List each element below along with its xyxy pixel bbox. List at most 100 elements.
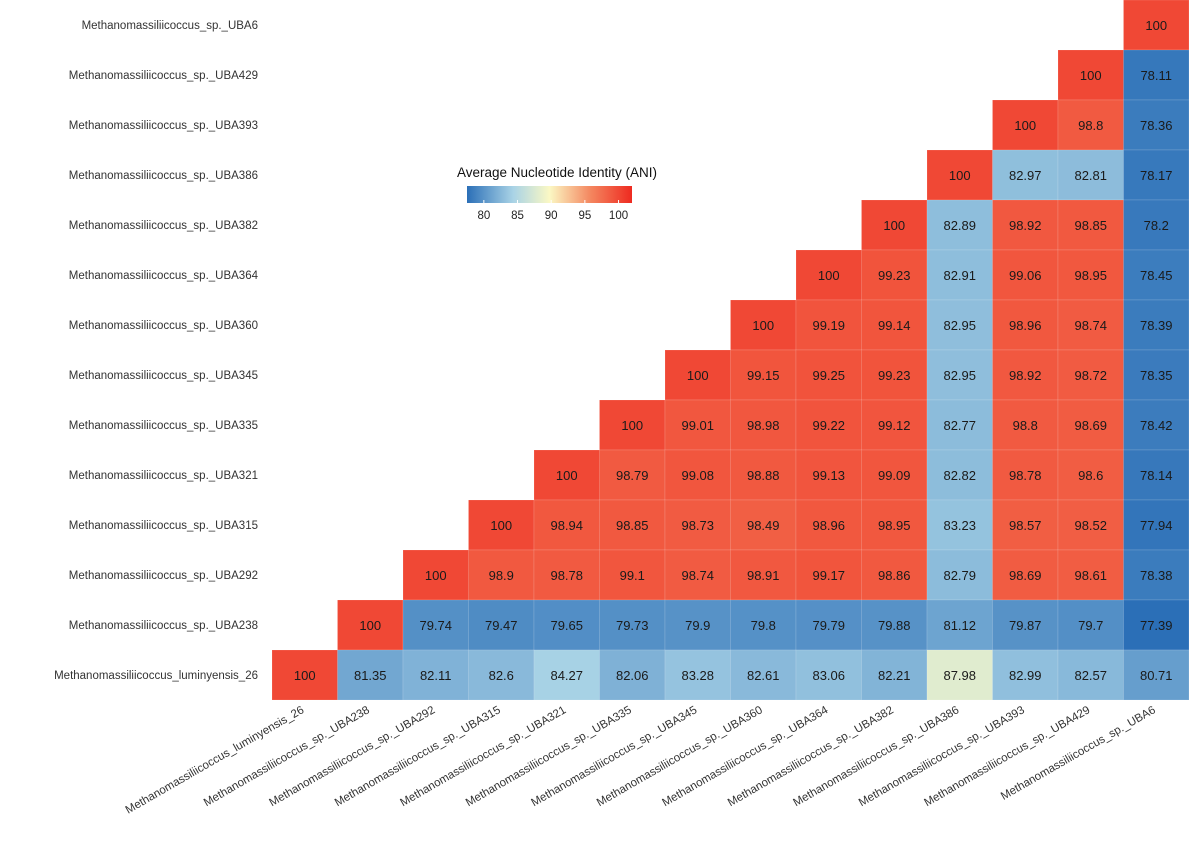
cell-value-label: 82.95 (943, 368, 976, 383)
legend-tick-label: 80 (477, 210, 490, 222)
cell-value-label: 98.74 (681, 568, 714, 583)
heatmap-cell (1123, 649, 1190, 701)
cell-value-label: 99.23 (878, 268, 911, 283)
cell-value-label: 98.98 (747, 418, 780, 433)
cell-value-label: 100 (752, 318, 774, 333)
cell-value-label: 100 (425, 568, 447, 583)
heatmap-cell (992, 499, 1059, 551)
cell-value-label: 98.91 (747, 568, 780, 583)
heatmap-cell (926, 599, 993, 651)
heatmap-cell (402, 549, 469, 601)
cell-value-label: 100 (1145, 18, 1167, 33)
heatmap-cell (926, 299, 993, 351)
heatmap-cell (992, 599, 1059, 651)
heatmap-cell (337, 649, 404, 701)
heatmap-cell (926, 449, 993, 501)
row-label: Methanomassiliicoccus_sp._UBA393 (69, 120, 258, 132)
cell-value-label: 78.2 (1144, 218, 1169, 233)
cell-value-label: 82.95 (943, 318, 976, 333)
heatmap-cell (1057, 349, 1124, 401)
heatmap-cell (1057, 449, 1124, 501)
heatmap-cell (795, 399, 862, 451)
row-label: Methanomassiliicoccus_sp._UBA335 (69, 420, 258, 432)
heatmap-cell (664, 449, 731, 501)
cell-value-label: 99.12 (878, 418, 911, 433)
heatmap-cell (468, 649, 535, 701)
heatmap-cell (861, 499, 928, 551)
heatmap-cell (992, 149, 1059, 201)
cell-value-label: 82.81 (1074, 168, 1107, 183)
color-legend: Average Nucleotide Identity (ANI) 80 85 90… (457, 165, 657, 222)
heatmap-cell (1057, 399, 1124, 451)
heatmap-cell (861, 649, 928, 701)
cell-value-label: 81.35 (354, 668, 387, 683)
heatmap-cell (795, 549, 862, 601)
cell-value-label: 100 (556, 468, 578, 483)
row-label: Methanomassiliicoccus_sp._UBA6 (82, 20, 258, 32)
cell-value-label: 79.47 (485, 618, 518, 633)
cell-value-label: 99.15 (747, 368, 780, 383)
cell-value-label: 83.23 (943, 518, 976, 533)
row-label: Methanomassiliicoccus_sp._UBA360 (69, 320, 258, 332)
heatmap-cell (861, 299, 928, 351)
row-label: Methanomassiliicoccus_sp._UBA382 (69, 220, 258, 232)
heatmap-cell (599, 499, 666, 551)
cell-value-label: 98.92 (1009, 368, 1042, 383)
cell-value-label: 98.73 (681, 518, 714, 533)
heatmap-cell (1123, 599, 1190, 651)
heatmap-cell (1123, 349, 1190, 401)
row-label: Methanomassiliicoccus_sp._UBA315 (69, 520, 258, 532)
cell-value-label: 82.57 (1074, 668, 1107, 683)
heatmap-cell (730, 499, 797, 551)
heatmap-cell (1123, 399, 1190, 451)
row-label: Methanomassiliicoccus_luminyensis_26 (54, 670, 258, 682)
heatmap-cell (533, 649, 600, 701)
cell-value-label: 98.52 (1074, 518, 1107, 533)
cell-value-label: 100 (1014, 118, 1036, 133)
cell-value-label: 98.79 (616, 468, 649, 483)
heatmap-cell (861, 399, 928, 451)
heatmap-cell (533, 549, 600, 601)
heatmap-cell (795, 599, 862, 651)
cell-value-label: 78.11 (1140, 68, 1172, 83)
column-axis-labels: Methanomassiliicoccus_luminyensis_26Meth… (124, 704, 1158, 817)
cell-value-label: 79.73 (616, 618, 649, 633)
heatmap-cell (402, 649, 469, 701)
cell-value-label: 98.49 (747, 518, 780, 533)
heatmap-cell (1123, 499, 1190, 551)
heatmap-cell (1057, 49, 1124, 101)
heatmap-cell (926, 399, 993, 451)
heatmap-cell (664, 399, 731, 451)
legend-tick-label: 100 (609, 210, 628, 222)
cell-value-label: 82.61 (747, 668, 780, 683)
cell-value-label: 100 (1080, 68, 1102, 83)
cell-value-label: 98.69 (1074, 418, 1107, 433)
heatmap-cell (992, 99, 1059, 151)
heatmap-cell (926, 499, 993, 551)
heatmap-cell (1057, 499, 1124, 551)
row-label: Methanomassiliicoccus_sp._UBA238 (69, 620, 258, 632)
cell-value-label: 80.71 (1140, 668, 1173, 683)
heatmap-cell (730, 349, 797, 401)
heatmap-cell (861, 249, 928, 301)
heatmap-cell (1123, 249, 1190, 301)
heatmap-cell (599, 449, 666, 501)
cell-value-label: 78.45 (1140, 268, 1173, 283)
heatmap-cell-labels: 100 100 78.11 100 98.8 78.36 100 82.97 82.81 78.1… (294, 18, 1173, 683)
cell-value-label: 82.99 (1009, 668, 1042, 683)
heatmap-cell (730, 549, 797, 601)
cell-value-label: 99.08 (681, 468, 714, 483)
cell-value-label: 83.28 (681, 668, 714, 683)
cell-value-label: 98.74 (1074, 318, 1107, 333)
heatmap-cell (337, 599, 404, 651)
row-axis-labels: Methanomassiliicoccus_sp._UBA6 Methanomas… (54, 20, 258, 682)
heatmap-cell (664, 599, 731, 651)
cell-value-label: 98.8 (1013, 418, 1038, 433)
cell-value-label: 82.82 (943, 468, 976, 483)
heatmap-cell (664, 549, 731, 601)
heatmap-cell (1057, 599, 1124, 651)
heatmap-cell (926, 649, 993, 701)
cell-value-label: 100 (687, 368, 709, 383)
cell-value-label: 79.7 (1078, 618, 1103, 633)
